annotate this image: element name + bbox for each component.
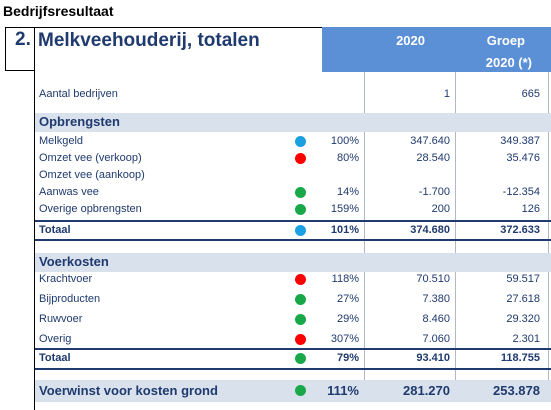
status-dot-icon (295, 225, 306, 236)
total-rule (35, 220, 551, 222)
total-rule (35, 368, 551, 370)
table-row[interactable]: Ruwvoer 29% 8.460 29.320 (35, 311, 551, 328)
table-row[interactable]: Overige opbrengsten 159% 200 126 (35, 201, 551, 218)
total-row[interactable]: Totaal 79% 93.410 118.755 (35, 350, 551, 367)
row-label: Overige opbrengsten (39, 203, 142, 215)
percentage: 100% (330, 135, 359, 147)
table-row[interactable]: Bijproducten 27% 7.380 27.618 (35, 291, 551, 308)
status-dot-icon (295, 136, 306, 147)
status-dot-icon (295, 274, 306, 285)
value-group: 118.755 (500, 352, 540, 364)
percentage: 79% (336, 352, 359, 364)
row-label: Aantal bedrijven (39, 88, 118, 100)
percentage: 80% (336, 152, 359, 164)
row-label: Krachtvoer (39, 273, 93, 285)
row-label: Totaal (39, 352, 71, 364)
value-group: 372.633 (500, 224, 540, 236)
total-row[interactable]: Totaal 101% 374.680 372.633 (35, 222, 551, 239)
column-divider (455, 72, 456, 380)
status-dot-icon (295, 385, 306, 396)
status-dot-icon (295, 334, 306, 345)
total-rule (35, 239, 551, 241)
percentage: 101% (330, 224, 359, 236)
value-group: 59.517 (506, 273, 540, 285)
value-group: 253.878 (493, 383, 540, 398)
value-2020: 1 (443, 88, 450, 100)
voerwinst-row[interactable]: Voerwinst voor kosten grond 111% 281.270… (35, 380, 551, 402)
row-label: Ruwvoer (39, 313, 83, 325)
percentage: 27% (336, 293, 359, 305)
value-2020: 374.680 (410, 224, 450, 236)
value-group: 2.301 (512, 333, 540, 345)
column-header-band (322, 27, 551, 72)
title-box (34, 27, 324, 72)
status-dot-icon (295, 204, 306, 215)
section-heading: Voerkosten (39, 254, 109, 269)
percentage: 111% (327, 383, 359, 398)
row-label: Omzet vee (aankoop) (39, 169, 145, 181)
row-label: Overig (39, 333, 72, 345)
value-2020: 200 (431, 203, 450, 215)
row-label: Omzet vee (verkoop) (39, 152, 142, 164)
row-label: Melkgeld (39, 135, 84, 147)
value-group: 665 (521, 88, 540, 100)
column-header-group: Groep (486, 33, 525, 48)
table-row[interactable]: Overig 307% 7.060 2.301 (35, 331, 551, 348)
column-divider (364, 72, 365, 380)
table-row[interactable]: Melkgeld 100% 347.640 349.387 (35, 133, 551, 150)
total-rule (35, 348, 551, 350)
value-group: 29.320 (506, 313, 540, 325)
row-label: Aanwas vee (39, 186, 99, 198)
value-group: 27.618 (506, 293, 540, 305)
percentage: 29% (336, 313, 359, 325)
section-header-voerkosten: Voerkosten (35, 253, 551, 272)
row-label: Voerwinst voor kosten grond (39, 383, 218, 398)
column-header-group-year: 2020 (*) (485, 55, 532, 70)
value-2020: 8.460 (422, 313, 450, 325)
column-divider (548, 72, 549, 380)
value-2020: 7.380 (422, 293, 450, 305)
page-title: Melkveehouderij, totalen (38, 30, 260, 51)
column-header-year: 2020 (396, 33, 425, 48)
value-2020: 93.410 (416, 352, 450, 364)
percentage: 307% (330, 333, 359, 345)
value-2020: 281.270 (403, 383, 450, 398)
value-group: 349.387 (500, 135, 540, 147)
value-group: 126 (521, 203, 540, 215)
status-dot-icon (295, 294, 306, 305)
table-row[interactable]: Aanwas vee 14% -1.700 -12.354 (35, 184, 551, 201)
table-row[interactable]: Krachtvoer 118% 70.510 59.517 (35, 271, 551, 288)
row-label: Bijproducten (39, 293, 101, 305)
value-2020: 70.510 (416, 273, 450, 285)
value-group: 35.476 (506, 152, 540, 164)
status-dot-icon (295, 153, 306, 164)
percentage: 118% (331, 273, 359, 285)
table-row[interactable]: Omzet vee (verkoop) 80% 28.540 35.476 (35, 150, 551, 167)
value-2020: 347.640 (410, 135, 450, 147)
status-dot-icon (295, 353, 306, 364)
value-2020: -1.700 (418, 186, 450, 198)
percentage: 159% (330, 203, 359, 215)
section-header-opbrengsten: Opbrengsten (35, 113, 551, 132)
percentage: 14% (336, 186, 359, 198)
sheet-title: Bedrijfsresultaat (3, 3, 114, 19)
left-border (34, 71, 35, 410)
table-row[interactable]: Omzet vee (aankoop) (35, 167, 551, 184)
value-group: -12.354 (502, 186, 540, 198)
status-dot-icon (295, 187, 306, 198)
table-row[interactable]: Aantal bedrijven 1 665 (35, 86, 551, 103)
section-number: 2. (5, 27, 35, 71)
value-2020: 7.060 (422, 333, 450, 345)
status-dot-icon (295, 314, 306, 325)
row-label: Totaal (39, 224, 71, 236)
value-2020: 28.540 (416, 152, 450, 164)
section-heading: Opbrengsten (39, 114, 120, 129)
